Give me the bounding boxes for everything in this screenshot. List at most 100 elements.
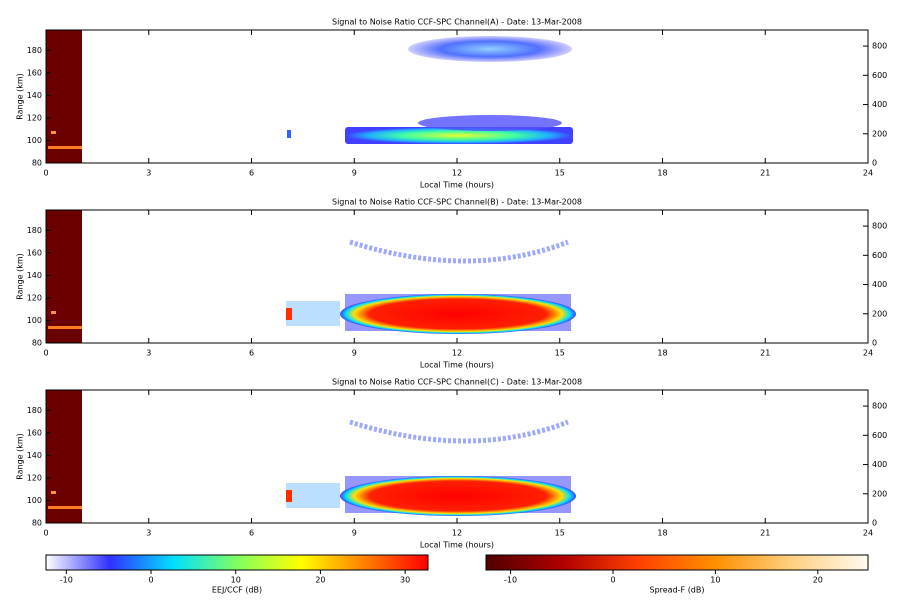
x-tick-label: 3 — [146, 349, 151, 358]
x-tick-label: 18 — [657, 529, 667, 538]
y-tick-label: 80 — [32, 339, 42, 348]
y2-tick-label: 800 — [872, 42, 887, 51]
echo — [286, 483, 340, 508]
x-tick-label: 0 — [43, 169, 48, 178]
y-tick-label: 160 — [27, 428, 42, 437]
spread-f-trace — [51, 491, 56, 494]
y2-tick-label: 600 — [872, 71, 887, 80]
x-tick-label: 6 — [249, 529, 254, 538]
y-tick-label: 160 — [27, 68, 42, 77]
y2-tick-label: 600 — [872, 431, 887, 440]
x-tick-label: 9 — [352, 169, 357, 178]
x-tick-label: 18 — [657, 169, 667, 178]
x-tick-label: 15 — [555, 349, 565, 358]
x-tick-label: 9 — [352, 349, 357, 358]
spread-f-trace — [48, 326, 82, 329]
y2-tick-label: 0 — [872, 339, 877, 348]
y-tick-label: 80 — [32, 519, 42, 528]
colorbar-tick-label: -10 — [60, 576, 73, 585]
y-tick-label: 140 — [27, 91, 42, 100]
spread-f-strip — [46, 390, 82, 523]
y-tick-label: 140 — [27, 271, 42, 280]
echo-image — [46, 210, 576, 343]
x-tick-label: 0 — [43, 529, 48, 538]
spread-f-trace — [51, 311, 56, 314]
y2-tick-label: 800 — [872, 222, 887, 231]
x-tick-label: 12 — [452, 349, 462, 358]
colorbar-tick-label: 20 — [315, 576, 325, 585]
y2-tick-label: 400 — [872, 100, 887, 109]
x-tick-label: 15 — [555, 529, 565, 538]
colorbar-tick-label: -10 — [504, 576, 517, 585]
spread-f-trace — [48, 146, 82, 149]
spread-f-trace — [51, 131, 56, 134]
x-tick-label: 24 — [863, 529, 873, 538]
echo-image — [46, 30, 573, 163]
echo — [286, 490, 292, 502]
x-tick-label: 6 — [249, 169, 254, 178]
echo — [349, 239, 569, 264]
echo — [286, 308, 292, 320]
chart-title: Signal to Noise Ratio CCF-SPC Channel(A)… — [332, 18, 582, 27]
x-tick-label: 24 — [863, 349, 873, 358]
y-tick-label: 180 — [27, 406, 42, 415]
x-tick-label: 21 — [760, 169, 770, 178]
y-tick-label: 100 — [27, 136, 42, 145]
x-tick-label: 21 — [760, 349, 770, 358]
y-axis-label: Range (km) — [16, 253, 25, 300]
y-tick-label: 140 — [27, 451, 42, 460]
y-tick-label: 120 — [27, 293, 42, 302]
y2-tick-label: 200 — [872, 489, 887, 498]
y-axis-label: Range (km) — [16, 73, 25, 120]
y-axis-label: Range (km) — [16, 433, 25, 480]
x-tick-label: 18 — [657, 349, 667, 358]
echo — [340, 476, 576, 516]
colorbar-tick-label: 10 — [710, 576, 720, 585]
y-tick-label: 180 — [27, 46, 42, 55]
x-axis-label: Local Time (hours) — [420, 181, 494, 190]
echo — [418, 115, 562, 131]
echo — [408, 36, 572, 62]
colorbar-label: Spread-F (dB) — [649, 586, 704, 595]
x-axis-label: Local Time (hours) — [420, 541, 494, 550]
x-tick-label: 6 — [249, 349, 254, 358]
x-tick-label: 24 — [863, 169, 873, 178]
y-tick-label: 100 — [27, 316, 42, 325]
y-tick-label: 160 — [27, 248, 42, 257]
y-tick-label: 180 — [27, 226, 42, 235]
x-tick-label: 21 — [760, 529, 770, 538]
colorbar — [45, 554, 429, 571]
colorbar-tick-label: 20 — [813, 576, 823, 585]
y2-tick-label: 800 — [872, 402, 887, 411]
x-axis-label: Local Time (hours) — [420, 361, 494, 370]
y2-tick-label: 600 — [872, 251, 887, 260]
colorbar-tick-label: 30 — [400, 576, 410, 585]
x-tick-label: 9 — [352, 529, 357, 538]
echo — [287, 130, 291, 138]
y-tick-label: 100 — [27, 496, 42, 505]
colorbar-tick-label: 0 — [148, 576, 153, 585]
y2-tick-label: 400 — [872, 280, 887, 289]
y-tick-label: 120 — [27, 113, 42, 122]
echo — [349, 419, 569, 444]
echo — [286, 301, 340, 326]
x-tick-label: 15 — [555, 169, 565, 178]
chart-title: Signal to Noise Ratio CCF-SPC Channel(C)… — [332, 378, 582, 387]
y-tick-label: 80 — [32, 159, 42, 168]
y2-tick-label: 0 — [872, 519, 877, 528]
x-tick-label: 3 — [146, 529, 151, 538]
colorbar — [485, 554, 869, 571]
x-tick-label: 12 — [452, 529, 462, 538]
x-tick-label: 3 — [146, 169, 151, 178]
colorbar-tick-label: 0 — [610, 576, 615, 585]
x-tick-label: 12 — [452, 169, 462, 178]
y2-tick-label: 400 — [872, 460, 887, 469]
y2-tick-label: 0 — [872, 159, 877, 168]
echo — [345, 127, 573, 144]
spread-f-strip — [46, 30, 82, 163]
echo-image — [46, 390, 576, 523]
spread-f-strip — [46, 210, 82, 343]
colorbar-tick-label: 10 — [231, 576, 241, 585]
echo — [340, 294, 576, 334]
y2-tick-label: 200 — [872, 309, 887, 318]
